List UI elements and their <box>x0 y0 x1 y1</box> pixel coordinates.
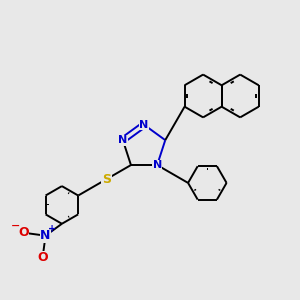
Text: N: N <box>152 160 162 170</box>
Text: N: N <box>40 229 51 242</box>
Text: O: O <box>18 226 28 239</box>
Text: −: − <box>11 221 20 231</box>
Text: S: S <box>102 173 111 186</box>
Text: N: N <box>118 135 128 145</box>
Text: +: + <box>48 224 56 234</box>
Text: O: O <box>37 251 48 265</box>
Text: N: N <box>140 120 149 130</box>
